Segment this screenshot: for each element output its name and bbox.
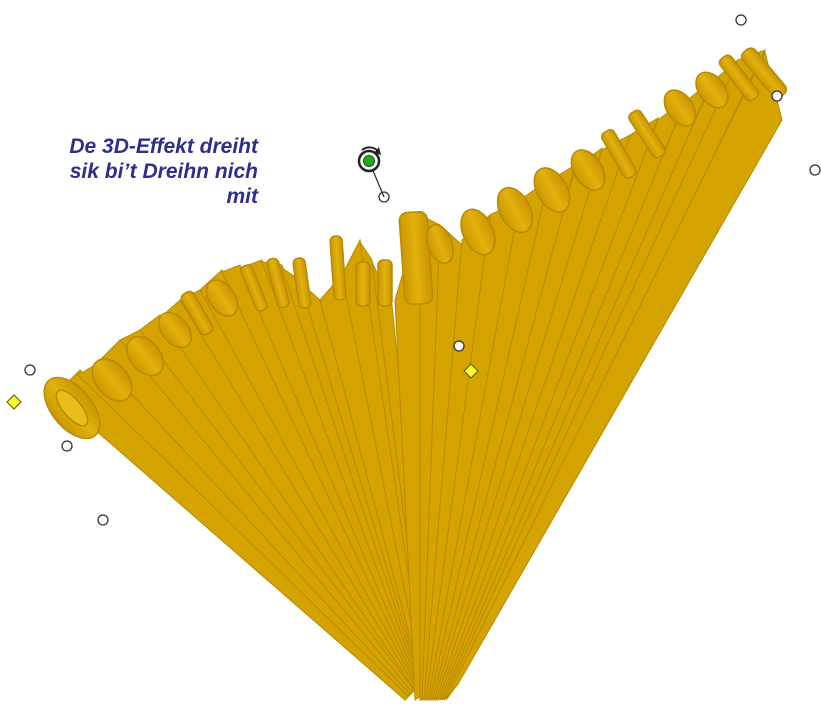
caption-line-2: sik bi’t Dreihn nich	[69, 160, 258, 183]
sizing-handle-center[interactable]	[453, 340, 465, 352]
sizing-handle-right-upper[interactable]	[771, 90, 783, 102]
wordart-face-left	[43, 235, 393, 440]
wordart-extrusion-left	[54, 238, 429, 701]
rotate-handle-icon[interactable]	[357, 146, 381, 173]
sizing-handle-top-right[interactable]	[735, 14, 747, 26]
adjust-handle-center[interactable]	[463, 363, 479, 379]
sizing-handle-right[interactable]	[809, 164, 821, 176]
caption-line-1: De 3D-Effekt dreiht	[69, 135, 258, 158]
wordart-extrusion-right	[394, 49, 783, 702]
rotate-handle[interactable]	[357, 146, 385, 198]
adjust-handle-left[interactable]	[6, 394, 22, 410]
sizing-handle-bottom-left[interactable]	[97, 514, 109, 526]
adjust-handles[interactable]	[6, 363, 479, 410]
sizing-handle-left[interactable]	[61, 440, 73, 452]
caption-line-3: mit	[226, 185, 259, 208]
wordart-face-right	[398, 47, 788, 306]
annotation-caption: De 3D-Effekt dreiht sik bi’t Dreihn nich…	[60, 134, 258, 209]
sizing-handle-left-top[interactable]	[24, 364, 36, 376]
